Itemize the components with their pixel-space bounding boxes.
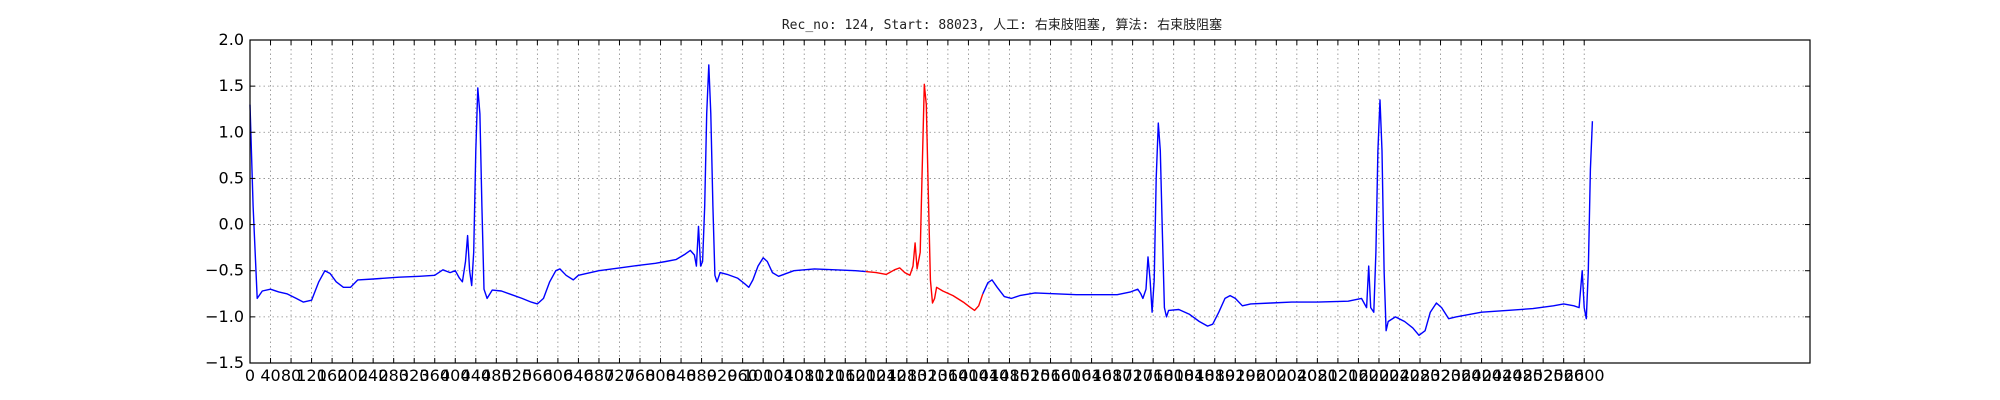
chart-title: Rec_no: 124, Start: 88023, 人工: 右束肢阻塞, 算法…: [782, 17, 1222, 33]
x-tick-label: 2040: [1276, 366, 1317, 385]
y-tick-label: 0.5: [219, 168, 244, 187]
x-tick-label: 160: [317, 366, 348, 385]
x-tick-label: 2200: [1359, 366, 1400, 385]
x-tick-label: 840: [666, 366, 697, 385]
x-tick-label: 1440: [969, 366, 1010, 385]
x-tick-label: 2280: [1400, 366, 1441, 385]
x-axis: 0 40 8012016020024028032036040044048052056…: [245, 40, 1605, 385]
x-tick-label: 680: [584, 366, 615, 385]
x-tick-label: 1760: [1133, 366, 1174, 385]
x-tick-label: 2520: [1523, 366, 1564, 385]
x-tick-label: 1880: [1194, 366, 1235, 385]
ecg-segment-2: [865, 83, 984, 312]
x-tick-label: 280: [378, 366, 409, 385]
x-tick-label: 2400: [1461, 366, 1502, 385]
y-tick-label: −1.0: [205, 307, 244, 326]
x-tick-label: 2160: [1338, 366, 1379, 385]
y-tick-label: 0.0: [219, 215, 244, 234]
x-tick-label: 2480: [1502, 366, 1543, 385]
x-tick-label: 2560: [1543, 366, 1584, 385]
x-tick-label: 2240: [1379, 366, 1420, 385]
ecg-traces: [249, 64, 1594, 336]
x-tick-label: 1120: [804, 366, 845, 385]
x-tick-label: 1920: [1215, 366, 1256, 385]
x-tick-label: 2080: [1297, 366, 1338, 385]
x-tick-label: 880: [686, 366, 717, 385]
x-tick-label: 1360: [928, 366, 969, 385]
x-tick-label: 1400: [948, 366, 989, 385]
x-tick-label: 2000: [1256, 366, 1297, 385]
x-tick-label: 1960: [1235, 366, 1276, 385]
x-tick-label: 400: [440, 366, 471, 385]
x-tick-label: 1600: [1051, 366, 1092, 385]
x-tick-label: 1240: [866, 366, 907, 385]
x-tick-label: 800: [645, 366, 676, 385]
x-tick-label: 2120: [1318, 366, 1359, 385]
x-tick-label: 240: [358, 366, 389, 385]
x-tick-label: 760: [625, 366, 656, 385]
x-tick-label: 1320: [907, 366, 948, 385]
x-tick-label: 120: [296, 366, 327, 385]
x-tick-label: 1040: [763, 366, 804, 385]
x-tick-label: 2600: [1564, 366, 1605, 385]
x-tick-label: 0: [245, 366, 255, 385]
x-tick-label: 720: [604, 366, 635, 385]
x-tick-label: 1000: [743, 366, 784, 385]
x-tick-label: 920: [707, 366, 738, 385]
x-tick-label: 1480: [989, 366, 1030, 385]
ecg-segment-3: [982, 99, 1594, 336]
x-tick-label: 2320: [1420, 366, 1461, 385]
x-tick-label: 1840: [1174, 366, 1215, 385]
y-tick-label: 1.5: [219, 76, 244, 95]
x-tick-label: 520: [502, 366, 533, 385]
x-tick-label: 360: [419, 366, 450, 385]
x-tick-label: 440: [461, 366, 492, 385]
y-tick-label: 1.0: [219, 122, 244, 141]
y-tick-label: −1.5: [205, 353, 244, 372]
x-tick-label: 1560: [1030, 366, 1071, 385]
x-tick-label: 960: [727, 366, 758, 385]
x-tick-label: 1720: [1112, 366, 1153, 385]
x-tick-label: 1520: [1010, 366, 1051, 385]
y-axis: −1.5 −1.0 −0.5 0.0 0.5 1.0 1.5 2.0: [205, 30, 1810, 372]
x-tick-label: 200: [337, 366, 368, 385]
x-tick-label: 1640: [1071, 366, 1112, 385]
x-tick-label: 560: [522, 366, 553, 385]
x-tick-label: 480: [481, 366, 512, 385]
x-tick-label: 1680: [1092, 366, 1133, 385]
y-tick-label: 2.0: [219, 30, 244, 49]
x-tick-label: 2360: [1441, 366, 1482, 385]
x-tick-label: 2440: [1482, 366, 1523, 385]
x-tick-label: 1280: [886, 366, 927, 385]
ecg-segment-1: [249, 64, 866, 305]
x-tick-label: 80: [281, 366, 301, 385]
y-tick-label: −0.5: [205, 261, 244, 280]
grid-lines: [249, 39, 1810, 364]
x-tick-label: 320: [399, 366, 430, 385]
x-tick-label: 1800: [1153, 366, 1194, 385]
x-tick-label: 40: [260, 366, 280, 385]
x-tick-label: 1080: [784, 366, 825, 385]
x-tick-label: 1160: [825, 366, 866, 385]
x-tick-label: 1200: [845, 366, 886, 385]
x-tick-label: 600: [543, 366, 574, 385]
x-tick-label: 640: [563, 366, 594, 385]
